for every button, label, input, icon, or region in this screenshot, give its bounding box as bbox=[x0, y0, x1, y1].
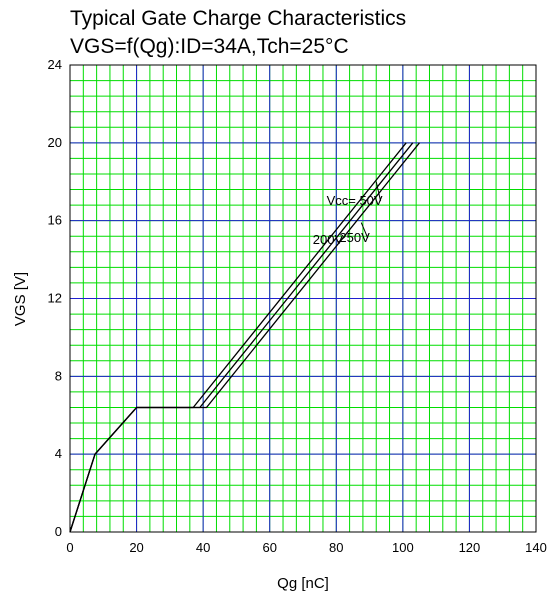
series-pointer-1 bbox=[375, 181, 382, 202]
x-axis-title: Qg [nC] bbox=[277, 575, 329, 592]
major-grid bbox=[70, 65, 536, 532]
x-tick-label: 120 bbox=[459, 540, 481, 555]
plot-frame bbox=[69, 64, 537, 533]
x-tick-label: 20 bbox=[129, 540, 143, 555]
y-tick-label: 24 bbox=[48, 57, 62, 72]
x-tick-label: 140 bbox=[525, 540, 547, 555]
x-tick-label: 0 bbox=[66, 540, 73, 555]
y-tick-labels: 0 4 8 12 16 20 24 bbox=[48, 57, 62, 539]
series-lines bbox=[69, 142, 421, 533]
chart-title: Typical Gate Charge Characteristics bbox=[70, 7, 406, 30]
x-tick-labels: 0 20 40 60 80 100 120 140 bbox=[66, 540, 546, 555]
series-pointer-3 bbox=[337, 239, 342, 243]
x-tick-label: 40 bbox=[196, 540, 210, 555]
y-tick-label: 12 bbox=[48, 291, 62, 306]
chart-subtitle: VGS=f(Qg):ID=34A,Tch=25°C bbox=[70, 35, 349, 58]
series-label-1: Vcc= 50V bbox=[327, 193, 383, 208]
series-label-3: 200V bbox=[313, 232, 344, 247]
y-tick-label: 8 bbox=[55, 368, 62, 383]
y-axis-title: VGS [V] bbox=[12, 272, 29, 326]
x-tick-label: 80 bbox=[329, 540, 343, 555]
x-tick-label: 60 bbox=[262, 540, 276, 555]
y-tick-label: 0 bbox=[55, 524, 62, 539]
series-label-2: 250V bbox=[339, 230, 370, 245]
y-tick-label: 20 bbox=[48, 135, 62, 150]
x-tick-label: 100 bbox=[392, 540, 414, 555]
y-tick-label: 4 bbox=[55, 446, 62, 461]
series-pointer-2 bbox=[360, 222, 369, 239]
series-line-3 bbox=[69, 142, 421, 533]
y-tick-label: 16 bbox=[48, 213, 62, 228]
